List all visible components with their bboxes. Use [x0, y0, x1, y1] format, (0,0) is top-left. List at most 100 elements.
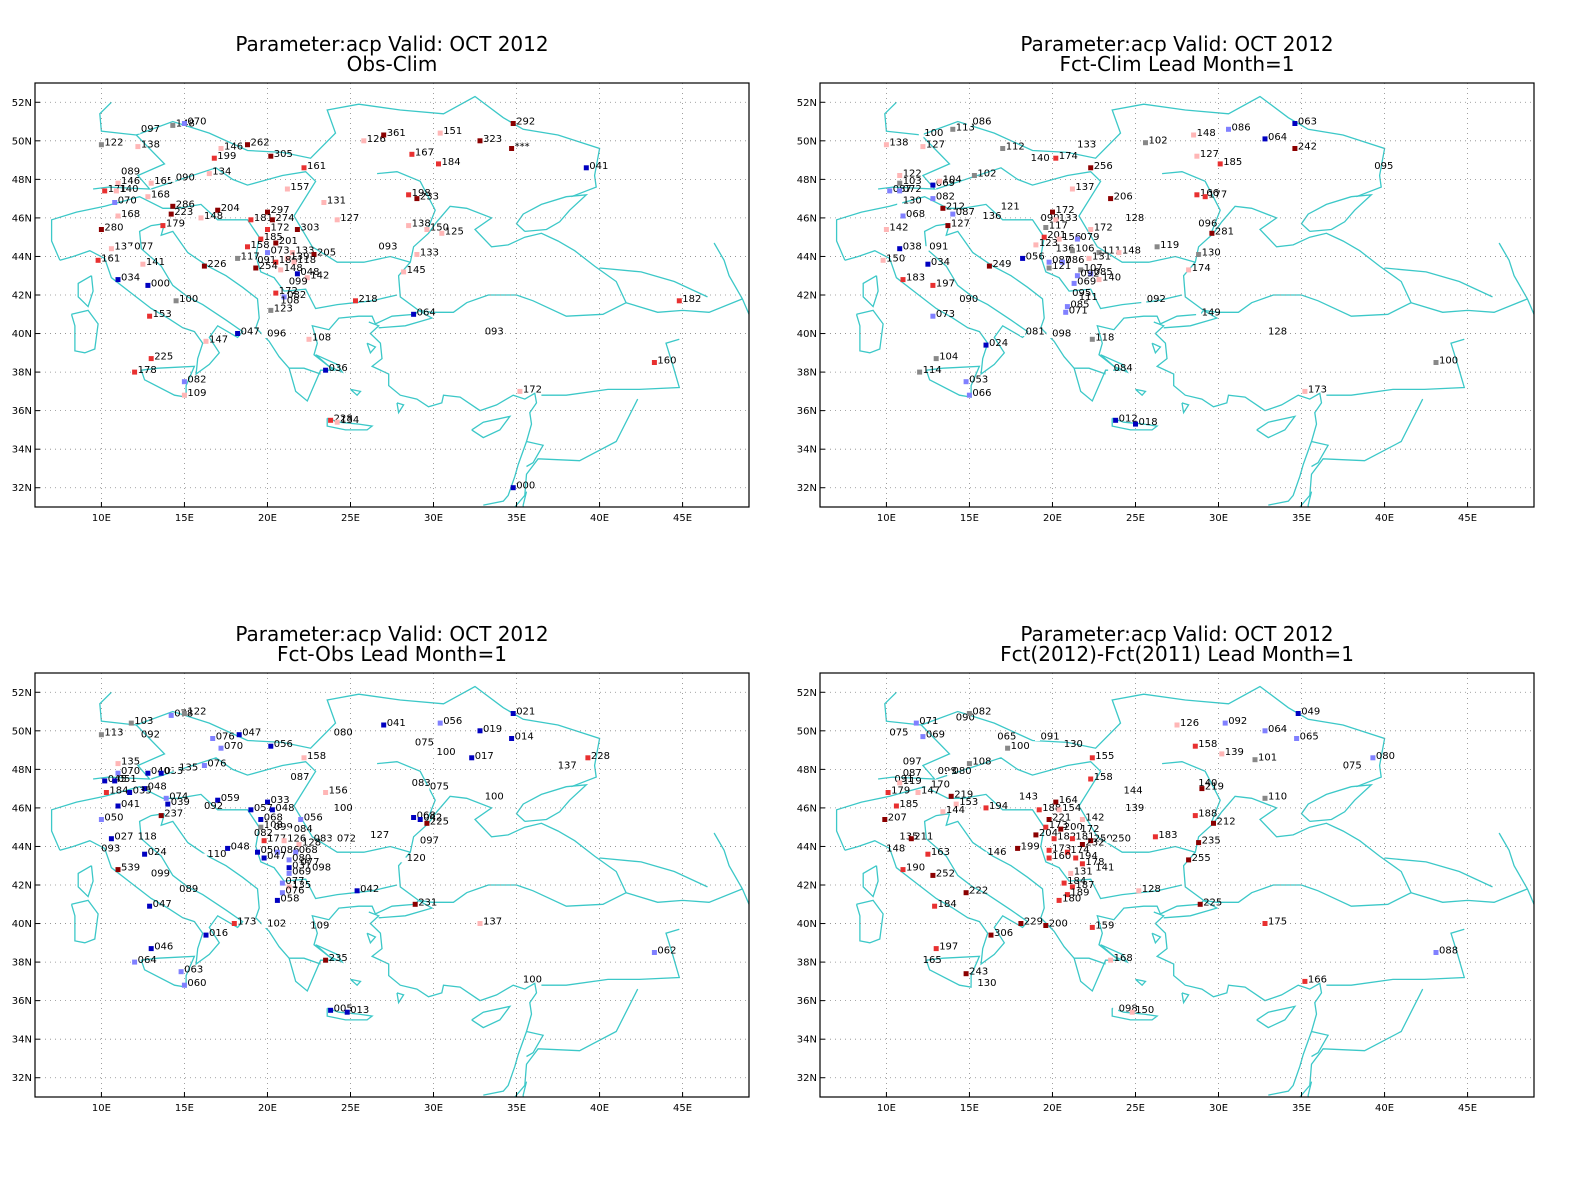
- station-marker: [406, 782, 412, 788]
- station-marker: [268, 826, 274, 832]
- station: 128: [1136, 884, 1161, 895]
- station-marker: [108, 246, 114, 252]
- station: 133: [1071, 140, 1096, 151]
- station: 071: [1063, 305, 1088, 316]
- station-marker: [1079, 817, 1085, 822]
- station: 099: [268, 822, 293, 833]
- station-value-label: 163: [931, 847, 950, 858]
- station-marker: [128, 246, 134, 252]
- station: 150: [880, 253, 905, 264]
- station-value-label: 142: [1085, 813, 1104, 824]
- station-marker: [1073, 855, 1079, 861]
- y-tick-label: 40N: [797, 329, 817, 340]
- station: 096: [1192, 219, 1217, 230]
- station: 207: [882, 813, 907, 824]
- station: 194: [983, 801, 1008, 812]
- station-marker: [509, 736, 515, 741]
- station-value-label: 182: [682, 294, 701, 305]
- coastline: [522, 491, 528, 507]
- station-value-label: 166: [1200, 188, 1219, 199]
- station-value-label: 068: [264, 813, 283, 824]
- station: 091: [923, 242, 948, 253]
- station-value-label: 048: [148, 782, 167, 793]
- station-marker: [1152, 834, 1158, 840]
- station-marker: [953, 801, 959, 807]
- y-tick-label: 52N: [12, 688, 32, 699]
- station-marker: [245, 142, 250, 148]
- station-marker: [880, 257, 886, 263]
- station-value-label: 135: [121, 757, 140, 768]
- station-marker: [1079, 861, 1085, 867]
- station: 178: [1079, 857, 1104, 868]
- station-marker: [897, 173, 903, 178]
- station-marker: [1088, 165, 1094, 171]
- station: 262: [245, 138, 270, 149]
- station: 205: [311, 248, 336, 259]
- y-tick-label: 48N: [12, 765, 32, 776]
- station: 286: [170, 199, 195, 210]
- station: 303: [294, 223, 319, 234]
- station: 068: [293, 845, 318, 856]
- station-marker: [273, 290, 279, 296]
- station-marker: [1141, 298, 1147, 304]
- coastline: [93, 691, 166, 780]
- station-value-label: 157: [290, 182, 309, 193]
- station: 062: [651, 946, 676, 957]
- station-marker: [294, 861, 300, 867]
- station: 083: [308, 834, 333, 845]
- station-value-label: 017: [475, 751, 494, 762]
- station-marker: [1000, 146, 1006, 151]
- station-marker: [253, 265, 259, 271]
- station-marker: [245, 244, 250, 250]
- station: 084: [288, 824, 313, 835]
- station-marker: [1295, 711, 1301, 716]
- station-marker: [251, 259, 257, 265]
- x-tick-label: 30E: [424, 513, 443, 524]
- station: 119: [897, 776, 922, 787]
- station: 134: [334, 415, 359, 426]
- station: 199: [211, 151, 236, 162]
- station: 100: [431, 747, 456, 758]
- station-value-label: 179: [166, 219, 185, 230]
- station: 080: [286, 853, 311, 864]
- station-value-label: 024: [989, 338, 1008, 349]
- station: 165: [917, 955, 942, 966]
- y-tick-label: 52N: [797, 98, 817, 109]
- station: 016: [203, 928, 228, 939]
- station-value-label: 087: [893, 184, 912, 195]
- x-tick-label: 25E: [341, 1103, 360, 1114]
- station-value-label: 184: [442, 157, 461, 168]
- station-value-label: 048: [231, 841, 250, 852]
- station: 186: [273, 255, 298, 266]
- x-tick-label: 15E: [960, 1103, 979, 1114]
- gridlines: [35, 673, 749, 1097]
- coastline: [471, 415, 512, 439]
- station: 045: [102, 774, 127, 785]
- station: 137: [108, 242, 133, 253]
- station-marker: [1192, 782, 1198, 788]
- station-marker: [897, 180, 903, 186]
- coastline: [1300, 193, 1374, 233]
- station-value-label: 173: [1052, 843, 1071, 854]
- station-value-label: 201: [279, 236, 298, 247]
- station-value-label: 204: [221, 203, 240, 214]
- station-marker: [1050, 209, 1055, 215]
- station-value-label: 148: [1197, 128, 1216, 139]
- station-value-label: 093: [485, 327, 504, 338]
- station: 093: [95, 843, 120, 854]
- station: 100: [1005, 741, 1030, 752]
- station-marker: [311, 252, 317, 257]
- station-value-label: 172: [1056, 205, 1075, 216]
- station: 130: [897, 196, 922, 207]
- station-marker: [409, 151, 415, 157]
- coastline: [1135, 388, 1147, 397]
- station-value-label: 135: [292, 880, 311, 891]
- station-marker: [1089, 336, 1095, 342]
- station-marker: [258, 817, 264, 822]
- station: 181: [1069, 832, 1094, 843]
- station-marker: [168, 712, 174, 718]
- station-value-label: 219: [1205, 782, 1224, 793]
- station: 087: [950, 207, 975, 218]
- y-tick-label: 50N: [797, 726, 817, 737]
